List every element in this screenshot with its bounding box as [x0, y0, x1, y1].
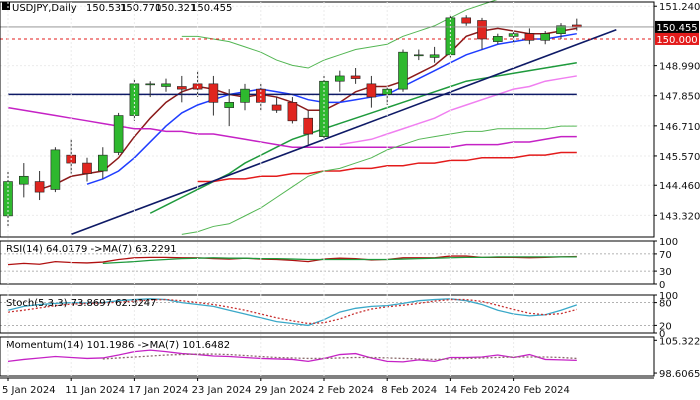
candle-bearish — [177, 86, 187, 90]
momentum-pane-series-momentum_line — [7, 349, 577, 363]
price-overlay-ma_pink-3 — [339, 75, 577, 146]
candle-bearish — [287, 102, 298, 122]
time-tick-label: 2 Feb 2024 — [318, 385, 374, 396]
candle-bullish — [145, 83, 155, 86]
price-overlay-ma_magenta-4 — [7, 106, 577, 148]
rsi-pane-title: RSI(14) 64.0179 ->MA(7) 63.2291 — [6, 244, 177, 255]
ohlc-value: 150.455 — [191, 3, 232, 14]
price-tick-label: 143.320 — [659, 211, 700, 222]
rsi-pane-tick-label: 30 — [659, 267, 672, 278]
price-tick-label: 144.460 — [659, 181, 700, 192]
stoch-pane-tick-label: 0 — [659, 329, 665, 340]
candle-bullish — [50, 149, 61, 190]
momentum-pane-title: Momentum(14) 101.1986 ->MA(7) 101.6482 — [6, 340, 230, 351]
candle-bullish — [18, 175, 29, 185]
time-tick-label: 5 Jan 2024 — [2, 385, 56, 396]
ohlc-value: 150.531 — [86, 3, 127, 14]
candle-bullish — [398, 51, 408, 90]
candle-bearish — [208, 83, 219, 103]
candle-bullish — [413, 54, 424, 57]
time-tick-label: 8 Feb 2024 — [381, 385, 437, 396]
candle-bullish — [319, 80, 329, 137]
candle-bearish — [350, 75, 361, 79]
price-tag-dark — [655, 20, 699, 33]
candle-bearish — [34, 181, 45, 193]
candle-bearish — [524, 33, 535, 41]
price-tick-label: 145.570 — [659, 152, 700, 163]
rsi-pane-tick-label: 70 — [659, 250, 672, 261]
stoch-pane-tick-label: 100 — [659, 291, 678, 302]
candle-bearish — [366, 83, 377, 98]
candle-bearish — [82, 162, 92, 174]
candle-bullish — [113, 115, 124, 153]
price-tag-red — [655, 32, 699, 45]
candle-bearish — [271, 104, 282, 111]
stoch-pane-title: Stoch(5,3,3) 73.8697 62.3247 — [6, 298, 157, 309]
trendline — [70, 28, 617, 236]
price-tag-label: 150.000 — [656, 35, 697, 46]
candle-bullish — [161, 83, 171, 87]
time-tick-label: 20 Feb 2024 — [508, 385, 570, 396]
symbol-marker-icon — [2, 2, 10, 10]
time-axis: 5 Jan 2024 11 Jan 2024 17 Jan 2024 23 Jan 2… — [0, 2, 654, 396]
price-overlay-ma_red-5 — [197, 151, 577, 183]
ohlc-value: 150.770 — [120, 3, 161, 14]
stoch-pane-tick-label: 80 — [659, 299, 672, 310]
candle-bullish — [556, 25, 566, 34]
price-tick-label: 151.240 — [659, 2, 700, 13]
momentum-pane-tick-label: 98.6065 — [659, 369, 700, 380]
price-overlay-ma_blue-1 — [86, 32, 577, 185]
chart-panes: 151.240 148.990 147.850 146.710 145.570 144.4… — [0, 0, 700, 380]
time-tick-label: 29 Jan 2024 — [255, 385, 315, 396]
candle-bullish — [334, 75, 345, 82]
rsi-pane-tick-label: 0 — [659, 280, 665, 291]
time-tick-label: 17 Jan 2024 — [128, 385, 188, 396]
price-tick-label: 147.850 — [659, 92, 700, 103]
price-tag-label: 150.455 — [656, 23, 697, 34]
candle-bullish — [540, 33, 551, 41]
candle-bullish — [429, 54, 440, 58]
stoch-pane-tick-label: 20 — [659, 321, 672, 332]
rsi-pane-series-rsi_signal — [102, 256, 577, 265]
time-tick-label: 11 Jan 2024 — [65, 385, 125, 396]
time-tick-label: 14 Feb 2024 — [444, 385, 506, 396]
price-tick-label: 148.990 — [659, 62, 700, 73]
candle-bullish — [492, 36, 503, 42]
price-tick-label: 146.710 — [659, 122, 700, 133]
momentum-pane-tick-label: 105.3221 — [659, 336, 700, 347]
candle-bearish — [303, 117, 314, 135]
rsi-pane-tick-label: 100 — [659, 237, 678, 248]
ohlc-value: 150.321 — [155, 3, 196, 14]
price-overlay-bb_band-7 — [181, 0, 498, 69]
chart-title: USDJPY,Daily — [12, 3, 77, 14]
candle-bullish — [98, 154, 108, 172]
candle-bullish — [240, 88, 250, 103]
candle-bullish — [224, 102, 234, 108]
time-tick-label: 23 Jan 2024 — [192, 385, 252, 396]
candle-bearish — [477, 20, 487, 40]
candle-bearish — [461, 17, 472, 24]
stoch-pane-series-stoch_k — [7, 298, 578, 327]
price-overlay-bb_band-8 — [181, 125, 577, 235]
momentum-pane-series-momentum_signal — [102, 353, 577, 361]
